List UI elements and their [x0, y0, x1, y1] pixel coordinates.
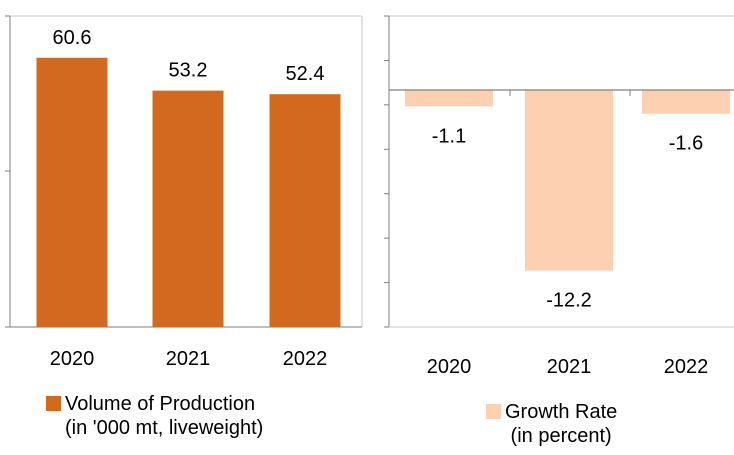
x-tick-label-production-2022: 2022: [283, 348, 328, 370]
data-label-growth-2020: -1.1: [432, 125, 466, 147]
bar-growth-2021: [525, 90, 613, 271]
bar-production-2020: [36, 57, 108, 328]
bar-growth-2022: [642, 90, 730, 114]
bar-production-2022: [269, 94, 341, 328]
data-label-growth-2021: -12.2: [546, 290, 592, 312]
data-label-production-2020: 60.6: [53, 27, 92, 49]
legend-label-production: Volume of Production: [65, 393, 256, 415]
x-tick-label-production-2020: 2020: [50, 348, 95, 370]
x-tick-label-growth-2020: 2020: [427, 356, 472, 378]
legend-production: Volume of Production (in '000 mt, livewe…: [46, 392, 263, 440]
legend-swatch-production: [46, 396, 61, 411]
data-label-growth-2022: -1.6: [669, 133, 703, 155]
data-label-production-2022: 52.4: [286, 63, 325, 85]
x-tick-label-growth-2021: 2021: [547, 356, 592, 378]
production-volume-chart: 60.6 2020 53.2 2021 52.4 2022: [5, 15, 363, 370]
x-tick-label-growth-2022: 2022: [664, 356, 709, 378]
legend-label-growth: Growth Rate: [505, 401, 618, 423]
legend-unit-production: (in '000 mt, liveweight): [65, 417, 264, 439]
bar-production-2021: [152, 90, 224, 327]
x-tick-label-production-2021: 2021: [166, 348, 211, 370]
legend-growth-rate: Growth Rate (in percent): [486, 400, 617, 448]
bar-growth-2020: [405, 90, 493, 107]
legend-swatch-growth: [486, 404, 501, 419]
growth-rate-chart: -1.1 2020 -12.2 2021 -1.6 2022: [384, 15, 734, 378]
legend-unit-growth: (in percent): [510, 425, 612, 447]
data-label-production-2021: 53.2: [169, 60, 208, 82]
